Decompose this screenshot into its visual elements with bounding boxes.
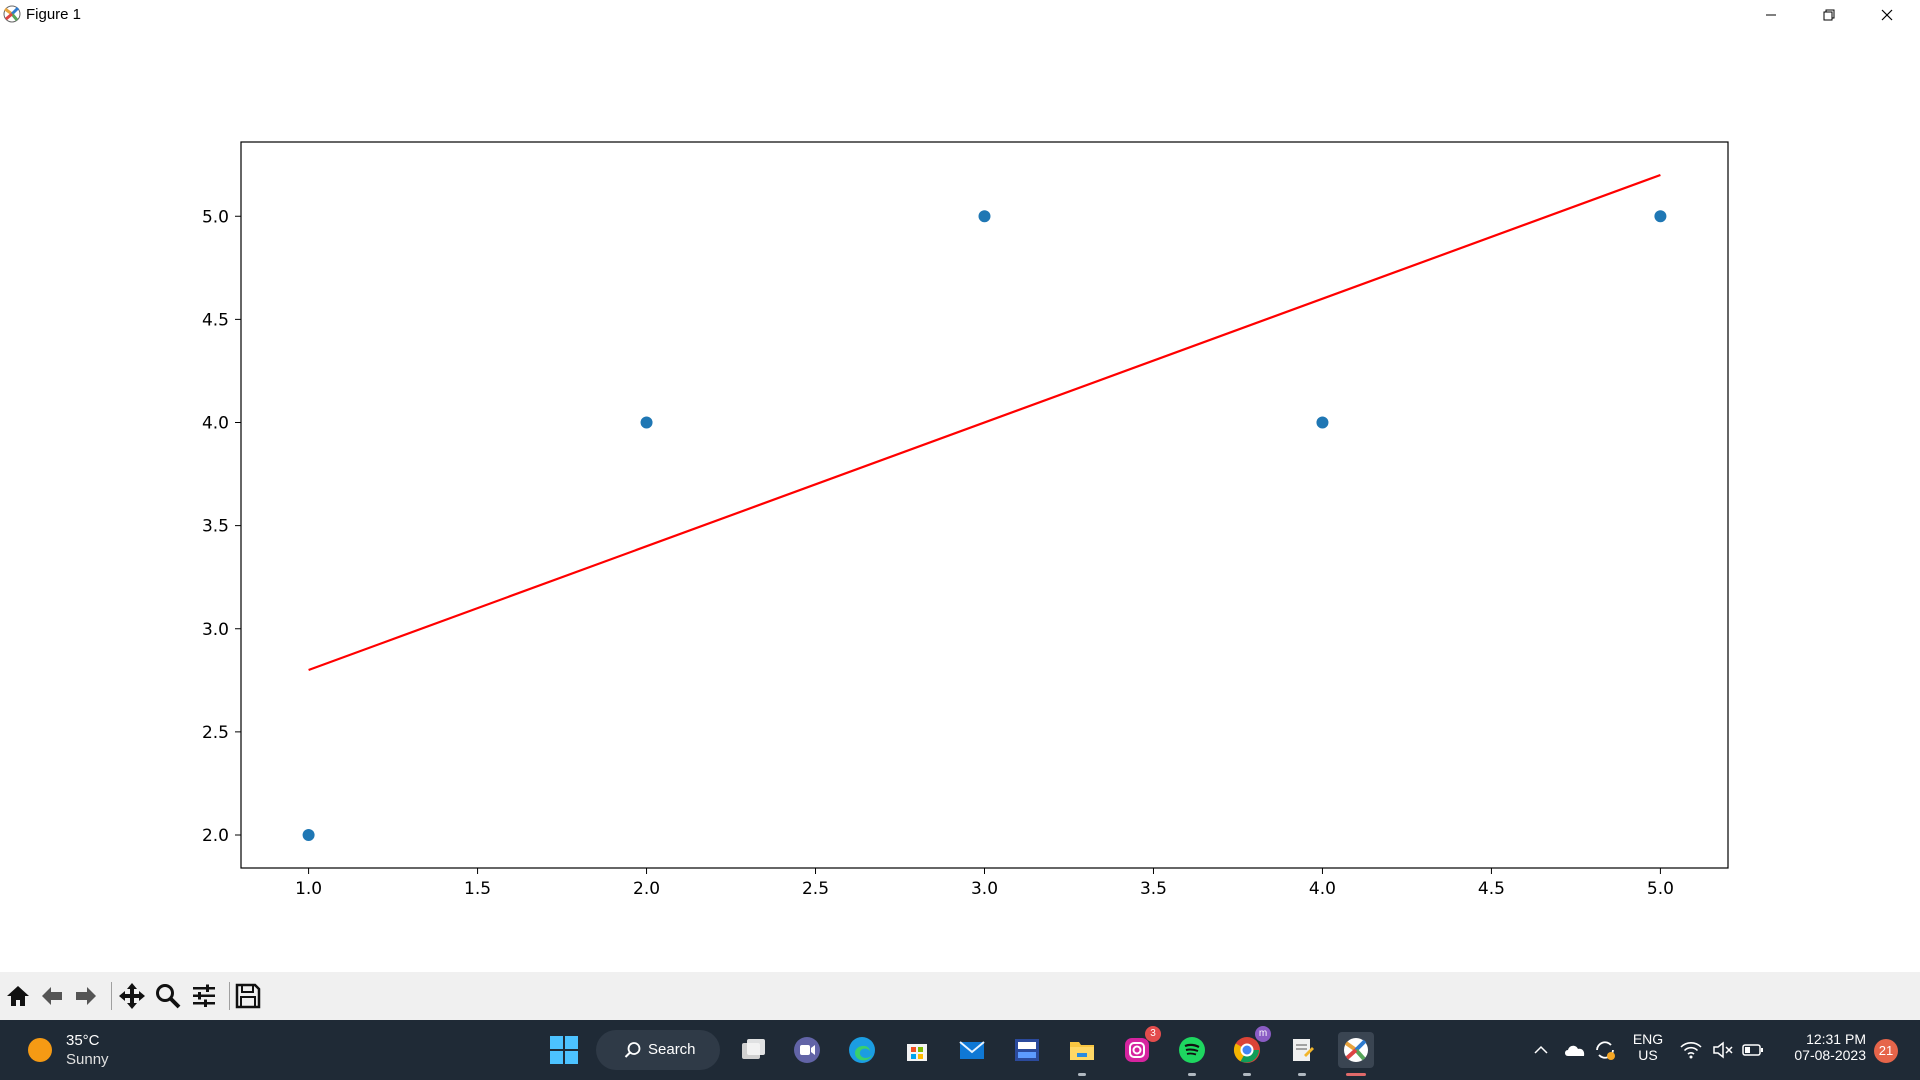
forward-icon[interactable] — [70, 980, 102, 1012]
scatter-chart: 1.0 1.5 2.0 2.5 3.0 3.5 4.0 4.5 5.0 2.0 2.5 3.0 3.5 4… — [202, 141, 1729, 899]
weather-widget[interactable]: 35°C Sunny — [24, 1030, 164, 1070]
clock[interactable]: 12:31 PM 07-08-2023 — [1776, 1031, 1866, 1063]
weather-condition: Sunny — [66, 1051, 109, 1068]
save-icon[interactable] — [232, 980, 264, 1012]
x-tick-label: 3.5 — [1140, 879, 1167, 899]
data-point — [1316, 416, 1329, 429]
y-tick-label: 2.5 — [202, 723, 229, 743]
active-indicator — [1346, 1073, 1366, 1076]
running-indicator — [1298, 1073, 1306, 1076]
close-button[interactable] — [1858, 0, 1916, 30]
y-tick-label: 3.5 — [202, 517, 229, 537]
data-point — [302, 829, 315, 841]
toolbar-separator — [229, 982, 230, 1010]
running-indicator — [1188, 1073, 1196, 1076]
sun-icon — [28, 1038, 52, 1062]
spotify-icon[interactable] — [1174, 1032, 1210, 1076]
x-tick-label: 3.0 — [971, 879, 998, 899]
search-label: Search — [648, 1041, 696, 1058]
y-tick-label: 4.0 — [202, 414, 229, 434]
axes-frame — [240, 141, 1729, 869]
x-tick-label: 1.0 — [295, 879, 322, 899]
y-tick-label: 2.0 — [202, 826, 229, 846]
window-titlebar: Figure 1 — [0, 0, 1920, 30]
zoom-icon[interactable] — [152, 980, 184, 1012]
taskbar: 35°C Sunny Search 3 m — [0, 1020, 1920, 1080]
mail-icon[interactable] — [954, 1032, 990, 1068]
volume-muted-icon[interactable] — [1708, 1032, 1738, 1068]
matplotlib-icon — [2, 4, 22, 24]
sync-icon[interactable] — [1588, 1032, 1622, 1068]
chevron-up-icon[interactable] — [1526, 1032, 1556, 1068]
clock-date: 07-08-2023 — [1794, 1047, 1866, 1063]
data-point — [640, 416, 653, 429]
x-tick-label: 2.5 — [802, 879, 829, 899]
window-title: Figure 1 — [26, 6, 82, 23]
instagram-icon[interactable]: 3 — [1119, 1026, 1161, 1068]
x-tick-label: 4.0 — [1309, 879, 1336, 899]
start-icon[interactable] — [546, 1032, 582, 1068]
x-tick-label: 5.0 — [1647, 879, 1674, 899]
chrome-icon[interactable]: m — [1229, 1026, 1271, 1076]
x-tick-label: 4.5 — [1478, 879, 1505, 899]
chrome-profile-badge: m — [1255, 1026, 1271, 1042]
instagram-badge: 3 — [1145, 1026, 1161, 1042]
y-tick-label: 3.0 — [202, 620, 229, 640]
regression-line — [308, 173, 1661, 672]
x-tick-label: 2.0 — [633, 879, 660, 899]
dev-icon[interactable] — [1009, 1032, 1045, 1068]
toolbar-separator — [111, 982, 112, 1010]
teams-icon[interactable] — [789, 1032, 825, 1068]
wifi-icon[interactable] — [1676, 1032, 1706, 1068]
data-point — [978, 210, 991, 223]
onedrive-icon[interactable] — [1558, 1032, 1592, 1068]
weather-temperature: 35°C — [66, 1032, 100, 1049]
y-tick-label: 4.5 — [202, 310, 229, 330]
x-tick-label: 1.5 — [464, 879, 491, 899]
notification-badge[interactable]: 21 — [1874, 1039, 1898, 1063]
y-tick-label: 5.0 — [202, 207, 229, 227]
taskbar-search[interactable]: Search — [596, 1030, 720, 1070]
restore-button[interactable] — [1800, 0, 1858, 30]
file-explorer-icon[interactable] — [1064, 1032, 1100, 1076]
figure-canvas[interactable]: 1.0 1.5 2.0 2.5 3.0 3.5 4.0 4.5 5.0 2.0 2.5 3.0 3.5 4… — [0, 30, 1920, 972]
clock-time: 12:31 PM — [1806, 1031, 1866, 1047]
pan-icon[interactable] — [116, 980, 148, 1012]
running-indicator — [1078, 1073, 1086, 1076]
running-indicator — [1243, 1073, 1251, 1076]
navigation-toolbar — [0, 972, 1920, 1020]
data-point — [1654, 210, 1667, 223]
battery-icon[interactable] — [1738, 1032, 1768, 1068]
task-view-icon[interactable] — [735, 1032, 771, 1068]
store-icon[interactable] — [899, 1032, 935, 1068]
minimize-button[interactable] — [1742, 0, 1800, 30]
edge-icon[interactable] — [844, 1032, 880, 1068]
language-indicator[interactable]: ENG US — [1628, 1031, 1668, 1063]
keyboard-region: US — [1638, 1047, 1658, 1063]
notepad-icon[interactable] — [1284, 1032, 1320, 1076]
matplotlib-icon[interactable] — [1338, 1032, 1374, 1076]
language-code: ENG — [1632, 1031, 1664, 1047]
configure-subplots-icon[interactable] — [188, 980, 220, 1012]
search-icon — [624, 1042, 641, 1058]
home-icon[interactable] — [2, 980, 34, 1012]
back-icon[interactable] — [36, 980, 68, 1012]
